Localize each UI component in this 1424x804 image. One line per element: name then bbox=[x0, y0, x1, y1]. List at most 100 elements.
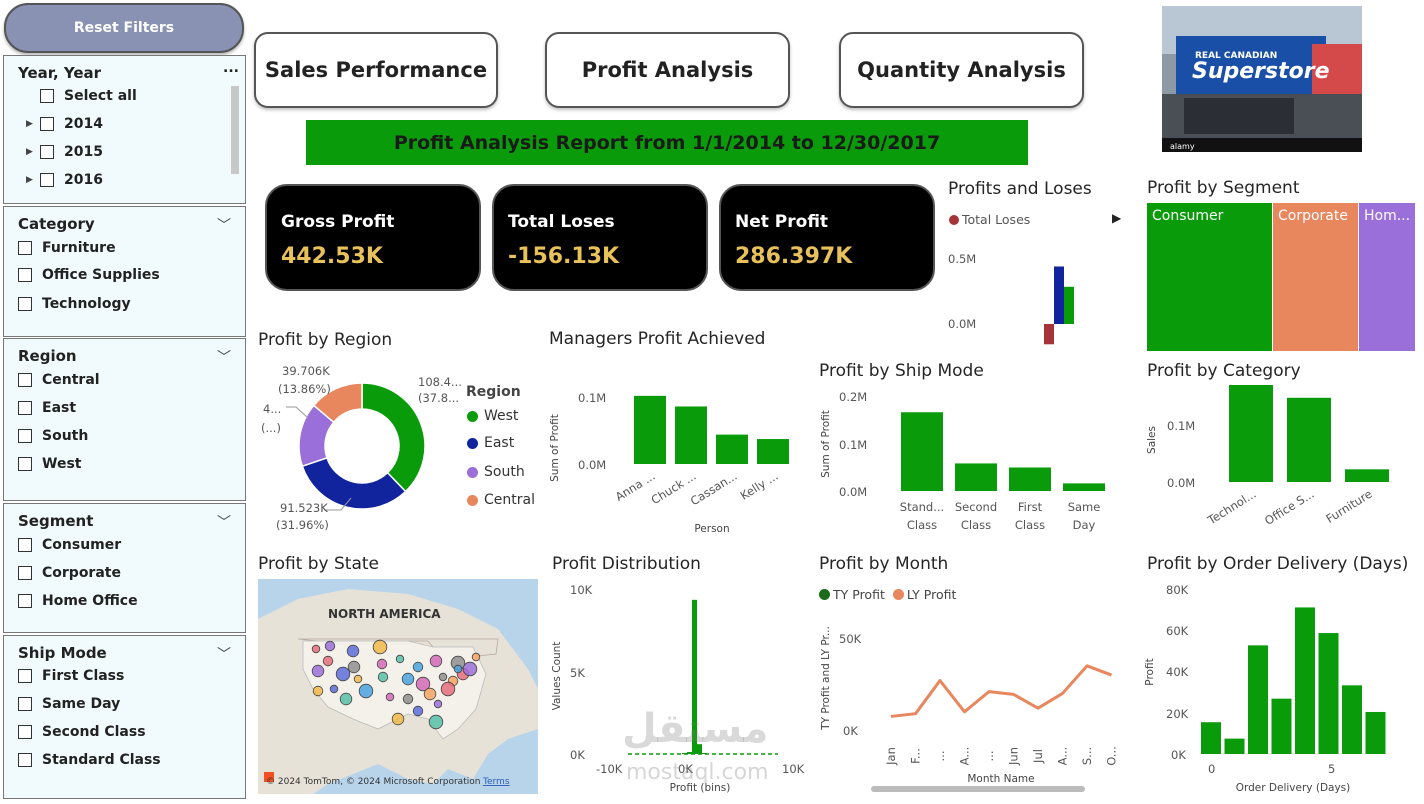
category-option-furniture[interactable]: Furniture bbox=[18, 240, 116, 256]
more-options-icon[interactable]: ... bbox=[223, 60, 239, 76]
month-series-line bbox=[890, 664, 1113, 718]
treemap-tile-consumer[interactable]: Consumer bbox=[1147, 203, 1272, 351]
state-map[interactable]: NORTH AMERICA © 2024 TomTom, © 2024 Micr… bbox=[258, 579, 538, 794]
segment-slicer-title: Segment bbox=[18, 512, 94, 530]
distribution-bar bbox=[697, 744, 702, 754]
xtick-label: Class bbox=[907, 518, 937, 532]
checkbox-icon[interactable] bbox=[18, 457, 32, 471]
checkbox-icon[interactable] bbox=[18, 725, 32, 739]
ytick-label: 10K bbox=[570, 583, 593, 597]
reset-filters-button[interactable]: Reset Filters bbox=[4, 3, 244, 53]
region-option-central[interactable]: Central bbox=[18, 372, 100, 388]
checkbox-icon[interactable] bbox=[18, 566, 32, 580]
chevron-down-icon[interactable]: ﹀ bbox=[217, 515, 231, 531]
donut-label-central: 39.706K bbox=[282, 364, 330, 378]
chevron-down-icon[interactable]: ﹀ bbox=[217, 350, 231, 366]
tab-sales-performance[interactable]: Sales Performance bbox=[254, 32, 498, 108]
state-bubble bbox=[428, 714, 444, 730]
kpi-value: 286.397K bbox=[735, 244, 853, 269]
checkbox-icon[interactable] bbox=[18, 753, 32, 767]
ship-option-standard-class[interactable]: Standard Class bbox=[18, 752, 161, 768]
tab-quantity-analysis[interactable]: Quantity Analysis bbox=[839, 32, 1084, 108]
checkbox-icon[interactable] bbox=[40, 117, 54, 131]
legend-item-ty[interactable]: TY Profit bbox=[833, 587, 885, 602]
checkbox-icon[interactable] bbox=[18, 401, 32, 415]
checkbox-icon[interactable] bbox=[18, 669, 32, 683]
kpi-label: Gross Profit bbox=[281, 212, 395, 232]
category-option-technology[interactable]: Technology bbox=[18, 296, 131, 312]
checkbox-icon[interactable] bbox=[18, 429, 32, 443]
donut-slice-central bbox=[312, 382, 363, 424]
year-slicer: Year, Year ... Select all ▶ 2014 ▶ 2015 ▶ 2… bbox=[3, 55, 246, 204]
map-terms-link[interactable]: Terms bbox=[482, 777, 510, 787]
ytick-label: 0K bbox=[570, 748, 585, 762]
month-legend: TY Profit LY Profit bbox=[819, 587, 956, 602]
state-bubble bbox=[324, 640, 336, 652]
segment-option-consumer[interactable]: Consumer bbox=[18, 537, 121, 553]
chevron-down-icon[interactable]: ﹀ bbox=[217, 218, 231, 234]
checkbox-icon[interactable] bbox=[18, 297, 32, 311]
delivery-bar bbox=[1295, 607, 1315, 754]
state-bubble bbox=[312, 685, 324, 697]
delivery-bar bbox=[1365, 711, 1386, 754]
region-option-east[interactable]: East bbox=[18, 400, 76, 416]
legend-item-central[interactable]: Central bbox=[467, 492, 535, 508]
segment-option-corporate[interactable]: Corporate bbox=[18, 565, 121, 581]
state-bubble bbox=[423, 687, 437, 701]
manager-bar bbox=[634, 395, 666, 464]
expand-icon[interactable]: ▶ bbox=[26, 175, 33, 185]
pl-bar bbox=[1064, 286, 1074, 324]
expand-icon[interactable]: ▶ bbox=[26, 119, 33, 129]
donut-label-east: 91.523K bbox=[280, 501, 328, 515]
legend-item-west[interactable]: West bbox=[467, 408, 518, 424]
checkbox-icon[interactable] bbox=[40, 173, 54, 187]
checkbox-icon[interactable] bbox=[18, 538, 32, 552]
checkbox-icon[interactable] bbox=[40, 145, 54, 159]
checkbox-icon[interactable] bbox=[18, 241, 32, 255]
horizontal-scrollbar[interactable] bbox=[871, 786, 1085, 792]
treemap-tile-corporate[interactable]: Corporate bbox=[1273, 203, 1358, 351]
category-option-office-supplies[interactable]: Office Supplies bbox=[18, 267, 160, 283]
distribution-chart: Values Count 10K 5K 0K -10K 0K 10K Profi… bbox=[551, 583, 805, 794]
microsoft-logo bbox=[264, 772, 274, 782]
state-bubble bbox=[372, 639, 388, 655]
legend-item-ly[interactable]: LY Profit bbox=[906, 587, 957, 602]
year-option-2016[interactable]: ▶ 2016 bbox=[26, 172, 103, 188]
ship-option-first-class[interactable]: First Class bbox=[18, 668, 124, 684]
ship-option-same-day[interactable]: Same Day bbox=[18, 696, 120, 712]
checkbox-icon[interactable] bbox=[18, 268, 32, 282]
xtick-label: ... bbox=[982, 751, 996, 762]
donut-slice-east bbox=[301, 456, 407, 510]
delivery-chart-title: Profit by Order Delivery (Days) bbox=[1147, 554, 1409, 574]
y-axis-title: Profit bbox=[1144, 658, 1156, 685]
segment-option-home-office[interactable]: Home Office bbox=[18, 593, 138, 609]
xtick-label: Kelly ... bbox=[738, 469, 781, 503]
legend-item-south[interactable]: South bbox=[467, 464, 525, 480]
ship-mode-bar bbox=[1063, 483, 1105, 491]
expand-icon[interactable]: ▶ bbox=[26, 147, 33, 157]
checkbox-icon[interactable] bbox=[18, 594, 32, 608]
year-option-2015[interactable]: ▶ 2015 bbox=[26, 144, 103, 160]
state-bubble bbox=[415, 676, 431, 692]
state-bubble bbox=[385, 692, 395, 702]
play-axis-icon[interactable]: ▶ bbox=[1112, 211, 1122, 225]
checkbox-icon[interactable] bbox=[18, 697, 32, 711]
checkbox-icon[interactable] bbox=[18, 373, 32, 387]
ytick-label: 40K bbox=[1166, 665, 1189, 679]
x-axis-title: Profit (bins) bbox=[670, 782, 731, 794]
slicer-scrollbar[interactable] bbox=[231, 86, 239, 174]
select-all-option[interactable]: Select all bbox=[40, 88, 137, 104]
xtick-label: A... bbox=[958, 747, 972, 766]
region-option-west[interactable]: West bbox=[18, 456, 81, 472]
treemap-tile-home-office[interactable]: Hom... bbox=[1359, 203, 1415, 351]
region-option-south[interactable]: South bbox=[18, 428, 88, 444]
state-bubble bbox=[412, 705, 424, 717]
chevron-down-icon[interactable]: ﹀ bbox=[217, 647, 231, 663]
category-chart-title: Profit by Category bbox=[1147, 361, 1301, 381]
checkbox-icon[interactable] bbox=[40, 89, 54, 103]
ship-option-second-class[interactable]: Second Class bbox=[18, 724, 146, 740]
year-option-2014[interactable]: ▶ 2014 bbox=[26, 116, 103, 132]
tab-profit-analysis[interactable]: Profit Analysis bbox=[545, 32, 790, 108]
legend-item-east[interactable]: East bbox=[467, 435, 514, 451]
ytick-label: 50K bbox=[839, 632, 862, 646]
